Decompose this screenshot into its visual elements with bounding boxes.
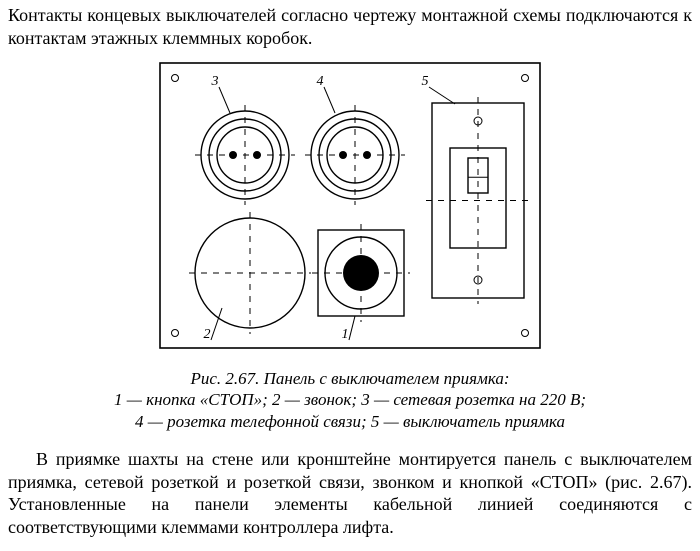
figure-caption: Рис. 2.67. Панель с выключателем приямка… bbox=[0, 368, 700, 432]
svg-text:3: 3 bbox=[211, 74, 219, 89]
panel-diagram: 3 4 5 2 1 bbox=[150, 58, 550, 353]
bottom-paragraph: В приямке шахты на стене или кронштейне … bbox=[8, 448, 692, 538]
svg-text:2: 2 bbox=[204, 327, 211, 342]
page: Контакты концевых выключателей согласно … bbox=[0, 0, 700, 551]
svg-text:5: 5 bbox=[422, 74, 429, 89]
caption-line-1: Рис. 2.67. Панель с выключателем приямка… bbox=[0, 368, 700, 389]
svg-text:4: 4 bbox=[317, 74, 324, 89]
figure: 3 4 5 2 1 bbox=[150, 58, 550, 353]
svg-text:1: 1 bbox=[342, 327, 349, 342]
top-paragraph: Контакты концевых выключателей согласно … bbox=[8, 4, 692, 49]
caption-line-3: 4 — розетка телефонной связи; 5 — выключ… bbox=[0, 411, 700, 432]
caption-line-2: 1 — кнопка «СТОП»; 2 — звонок; 3 — сетев… bbox=[0, 389, 700, 410]
